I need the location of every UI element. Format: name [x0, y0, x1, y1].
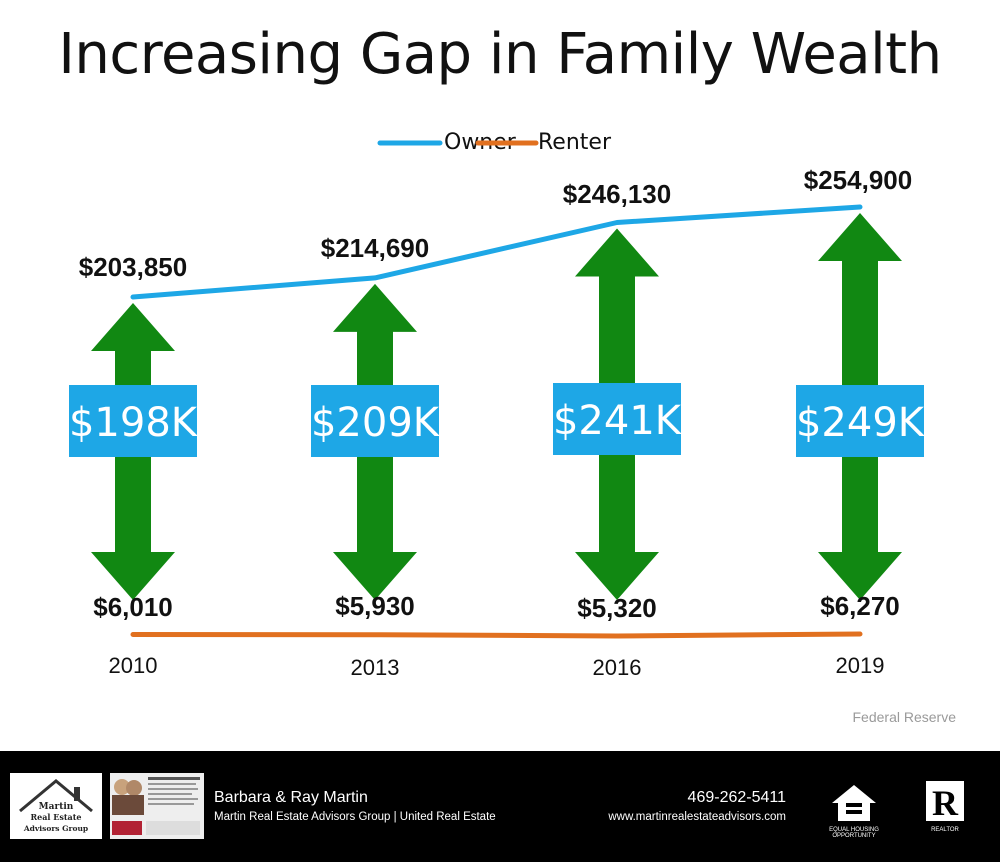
gap-label: $209K [311, 400, 441, 446]
legend-renter-label: Renter [538, 130, 612, 155]
legend: Owner Renter [377, 130, 612, 155]
equal-housing-icon [826, 779, 882, 835]
agent-names: Barbara & Ray Martin [214, 789, 368, 806]
source-note: Federal Reserve [852, 709, 957, 725]
gap-box [796, 385, 924, 457]
gap-box [69, 385, 197, 457]
owner-line [130, 204, 863, 300]
x-tick-label: 2019 [836, 653, 885, 678]
company-logo: Martin Real Estate Advisors Group [10, 773, 102, 839]
svg-text:R: R [932, 783, 959, 823]
gap-label: $241K [553, 398, 683, 444]
phone-number[interactable]: 469-262-5411 [687, 789, 786, 806]
chart-title: Increasing Gap in Family Wealth [58, 22, 942, 87]
website-link[interactable]: www.martinrealestateadvisors.com [608, 811, 786, 823]
footer-bar: Martin Real Estate Advisors Group Barbar… [0, 751, 1000, 862]
x-tick-label: 2010 [109, 653, 158, 678]
svg-text:Martin: Martin [39, 802, 74, 812]
renter-line [130, 631, 863, 639]
svg-text:Real Estate: Real Estate [30, 812, 81, 822]
value-labels: $203,850 $214,690 $246,130 $254,900 $6,010 $5… [79, 165, 912, 623]
gap-arrows: $198K $209K $241K $249K [69, 213, 926, 601]
renter-value-label: $6,270 [820, 591, 900, 621]
gap-box [311, 385, 439, 457]
owner-value-label: $246,130 [563, 179, 671, 209]
x-tick-label: 2013 [351, 655, 400, 680]
agent-card-image [110, 773, 204, 839]
gap-label: $198K [69, 400, 199, 446]
gap-box [553, 383, 681, 455]
realtor-icon: R [918, 779, 972, 835]
equal-housing-text: EQUAL HOUSING OPPORTUNITY [829, 827, 879, 839]
agent-company: Martin Real Estate Advisors Group | Unit… [214, 811, 496, 823]
owner-value-label: $214,690 [321, 233, 429, 263]
gap-label: $249K [796, 400, 926, 446]
owner-value-label: $203,850 [79, 252, 187, 282]
x-axis-labels: 2010 2013 2016 2019 [109, 653, 885, 680]
renter-value-label: $5,320 [577, 593, 657, 623]
svg-text:Advisors Group: Advisors Group [23, 824, 88, 833]
owner-value-label: $254,900 [804, 165, 912, 195]
renter-value-label: $6,010 [93, 592, 173, 622]
wealth-chart: Owner Renter $198K $209K $241K $249K $203,85… [69, 130, 926, 680]
series-lines [130, 204, 863, 639]
x-tick-label: 2016 [593, 655, 642, 680]
realtor-text: REALTOR [931, 827, 959, 833]
renter-value-label: $5,930 [335, 591, 415, 621]
